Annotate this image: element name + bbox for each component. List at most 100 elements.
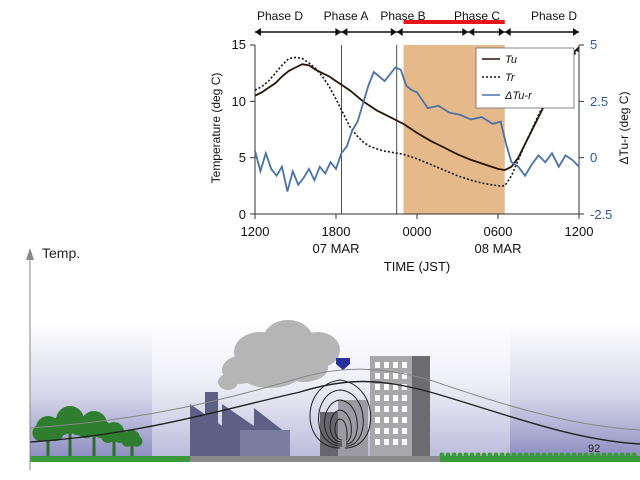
- temp-axis-label: Temp.: [42, 245, 80, 261]
- grass-tuft: [523, 452, 529, 458]
- grass-tuft: [541, 452, 547, 458]
- grass-tuft: [583, 452, 589, 458]
- phase-arrowhead: [468, 28, 475, 36]
- y-tick-label-left: 5: [239, 150, 246, 165]
- temp-axis-arrow: [26, 248, 34, 260]
- phase-label: Phase A: [324, 9, 369, 23]
- chart: 1200 1800 0000 0600 1200 07 MAR 08 MAR T…: [209, 9, 631, 274]
- phase-arrowhead: [498, 28, 505, 36]
- grass-tuft: [481, 452, 487, 458]
- window: [384, 373, 389, 379]
- grass-tuft: [571, 452, 577, 458]
- phase-label: Phase C: [454, 9, 500, 23]
- ground-urban: [190, 456, 440, 462]
- window: [402, 373, 407, 379]
- grass-tuft: [619, 452, 625, 458]
- grass-tuft: [475, 452, 481, 458]
- grass-tuft: [607, 452, 613, 458]
- window: [393, 439, 398, 445]
- window: [375, 395, 380, 401]
- grass-tuft: [499, 452, 505, 458]
- window: [393, 384, 398, 390]
- window: [402, 428, 407, 434]
- x-axis-title: TIME (JST): [384, 259, 450, 274]
- grass-tuft: [469, 452, 475, 458]
- grass-tuft: [511, 452, 517, 458]
- rural-sky-right: [510, 322, 640, 456]
- factory-shade: [240, 430, 290, 456]
- grass-tuft: [463, 452, 469, 458]
- grass-tuft: [589, 452, 595, 458]
- tree-trunk: [68, 432, 72, 456]
- tree-trunk: [112, 440, 116, 456]
- y-axis-title-right: ΔTu-r (deg C): [617, 92, 631, 165]
- window: [384, 406, 389, 412]
- window: [393, 428, 398, 434]
- grass-tuft: [487, 452, 493, 458]
- window: [384, 439, 389, 445]
- smoke-cloud: [218, 320, 340, 390]
- tree-trunk: [92, 435, 96, 456]
- grass-tuft: [565, 452, 571, 458]
- phase-arrowhead: [504, 28, 511, 36]
- x-tick-label: 1200: [241, 224, 270, 239]
- temperature-profile-day: [29, 368, 640, 431]
- x-tick-label: 0600: [484, 224, 513, 239]
- grass-tuft: [451, 452, 457, 458]
- y-tick-label-right: 0: [590, 150, 597, 165]
- series-lines: [254, 46, 580, 192]
- phase-arrowhead: [390, 28, 397, 36]
- phase-arrowhead: [573, 28, 579, 36]
- series-line-tr: [254, 48, 580, 187]
- urban-scene: Temp. 92: [26, 245, 640, 470]
- window: [393, 362, 398, 368]
- tree-icon: [32, 424, 50, 442]
- window: [402, 439, 407, 445]
- phase-arrowhead: [462, 28, 469, 36]
- phase-label: Phase B: [380, 9, 425, 23]
- window: [384, 417, 389, 423]
- tree-icon: [131, 435, 143, 447]
- grass-tuft: [577, 452, 583, 458]
- ground-rural-right: [440, 456, 640, 462]
- legend-label: Tr: [505, 72, 516, 84]
- grass-tuft: [505, 452, 511, 458]
- trees: [32, 406, 143, 456]
- window: [393, 417, 398, 423]
- temperature-profile-night: [29, 380, 640, 445]
- x-tick-label: 0000: [403, 224, 432, 239]
- phase-label: Phase D: [257, 9, 303, 23]
- window: [384, 395, 389, 401]
- date-label: 07 MAR: [313, 241, 360, 256]
- window: [393, 373, 398, 379]
- window: [402, 362, 407, 368]
- window: [375, 362, 380, 368]
- grass-tufts: [439, 452, 637, 458]
- window: [402, 417, 407, 423]
- y-tick-label-left: 15: [232, 37, 246, 52]
- x-tick-label: 1200: [565, 224, 594, 239]
- series-line-tu: [254, 46, 580, 172]
- tree-trunk: [46, 438, 50, 456]
- phase-bar: [255, 20, 579, 36]
- window: [393, 406, 398, 412]
- grass-tuft: [553, 452, 559, 458]
- grass-tuft: [625, 452, 631, 458]
- grass-tuft: [529, 452, 535, 458]
- phase-label: Phase D: [531, 9, 577, 23]
- legend-label: Tu: [505, 54, 517, 66]
- phase-arrowhead: [255, 28, 261, 36]
- tree-icon: [101, 429, 115, 443]
- urban-dome-marker: [336, 358, 350, 370]
- window: [402, 395, 407, 401]
- grass-tuft: [457, 452, 463, 458]
- sensor-label: 92: [588, 443, 600, 455]
- y-tick-label-right: 2.5: [590, 94, 608, 109]
- window: [384, 362, 389, 368]
- grass-tuft: [613, 452, 619, 458]
- window: [375, 406, 380, 412]
- window: [375, 439, 380, 445]
- window: [384, 428, 389, 434]
- legend-box: [475, 47, 575, 109]
